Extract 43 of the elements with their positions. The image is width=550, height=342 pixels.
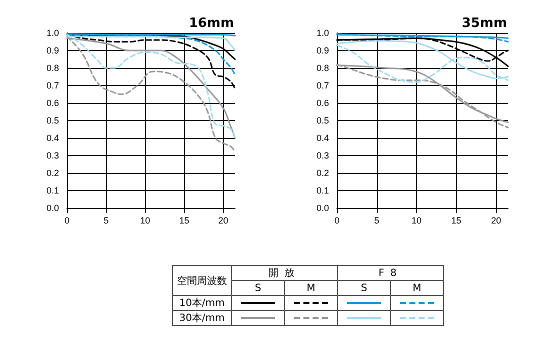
x-tick-label: 15 [179,216,190,226]
x-tick-label: 20 [491,216,502,226]
x-tick-label: 20 [218,216,228,226]
y-tick-label: 0.2 [46,168,59,178]
y-tick-label: 0.4 [46,133,59,143]
chart-title: 16mm [188,16,234,31]
text: M [390,280,444,296]
x-tick-label: 15 [451,216,462,226]
y-tick-label: 0.1 [46,186,59,196]
text: F8 [338,266,444,280]
text: S [338,280,390,296]
y-tick-label: 0.8 [316,63,329,73]
y-tick-label: 0.7 [46,80,59,90]
x-tick-label: 0 [64,216,70,226]
y-tick-label: 0.4 [316,133,329,143]
x-tick-label: 5 [104,216,109,226]
y-tick-label: 0.2 [316,168,329,178]
y-tick-label: 0.0 [316,203,329,213]
text: 空間周波数 [172,266,232,296]
y-tick-label: 0.6 [46,98,59,108]
y-tick-label: 0.5 [316,116,329,126]
x-tick-label: 10 [140,216,150,226]
y-tick-label: 0.9 [46,46,59,56]
y-tick-label: 0.5 [46,116,59,126]
y-tick-label: 1.0 [46,28,59,38]
text: 30本/mm [172,310,232,326]
y-tick-label: 0.3 [316,150,329,160]
y-tick-label: 0.9 [316,46,329,56]
text: S [232,280,284,296]
text: 開放 [232,266,338,280]
y-tick-label: 0.8 [46,63,59,73]
chart-title: 35mm [462,16,508,31]
y-tick-label: 0.7 [316,80,329,90]
x-tick-label: 10 [412,216,422,226]
y-tick-label: 0.6 [316,98,329,108]
y-tick-label: 0.1 [316,186,329,196]
y-tick-label: 0.3 [46,150,59,160]
y-tick-label: 0.0 [46,203,59,213]
x-tick-label: 0 [334,216,340,226]
text: M [284,280,338,296]
text: 10本/mm [172,296,232,310]
x-tick-label: 5 [374,216,380,226]
y-tick-label: 1.0 [316,28,329,38]
